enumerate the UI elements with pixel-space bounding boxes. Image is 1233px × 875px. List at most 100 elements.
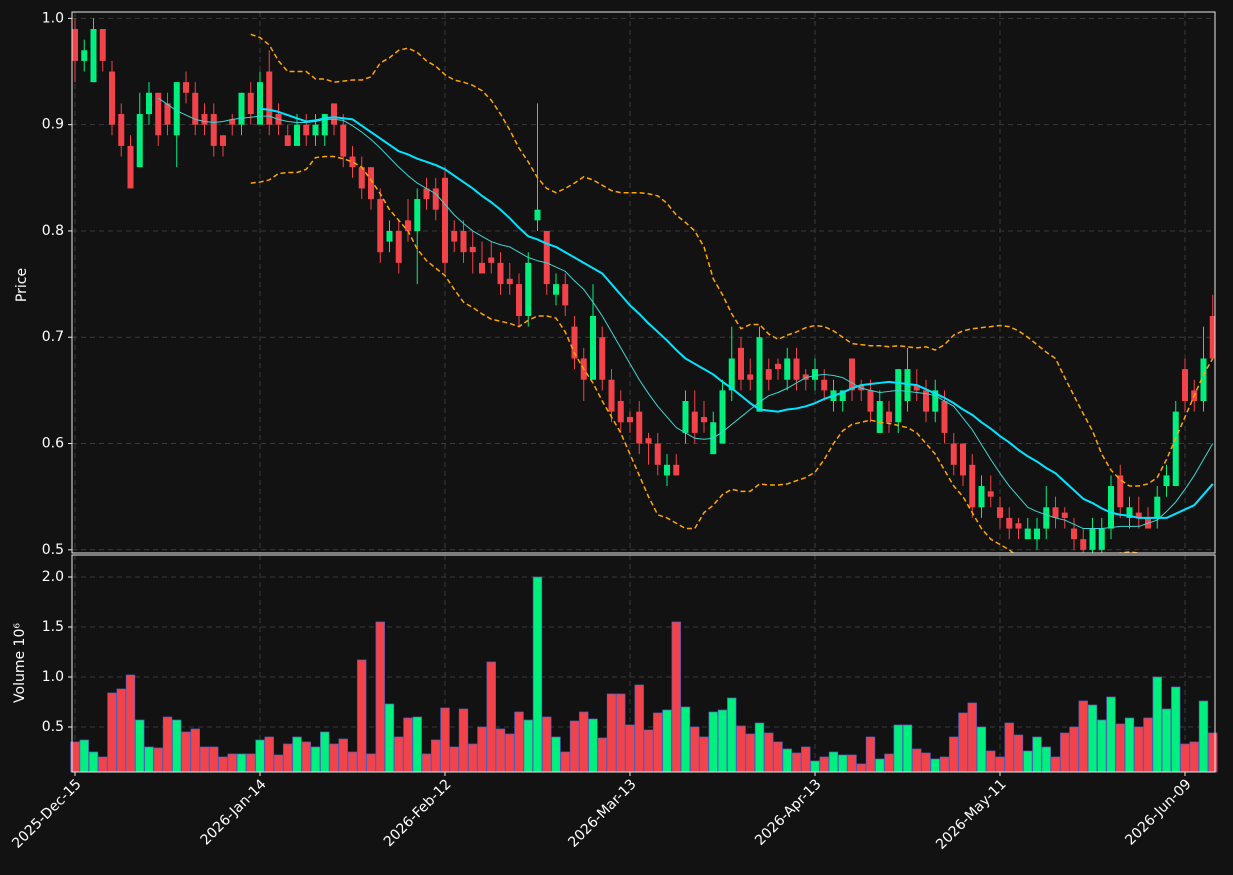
volume-bar: [514, 711, 524, 773]
candle-body: [257, 82, 263, 125]
volume-bar: [1041, 746, 1051, 773]
volume-bar: [1115, 723, 1125, 773]
candle-body: [886, 411, 892, 423]
volume-bar: [662, 709, 672, 773]
volume-bar: [838, 754, 848, 773]
candle-body: [765, 369, 772, 380]
y-tick-label: 1.0: [42, 669, 64, 685]
volume-bar: [736, 725, 746, 773]
candle-body: [691, 411, 698, 433]
volume-bar: [708, 711, 718, 773]
candle-body: [136, 114, 143, 168]
candle-body: [960, 443, 966, 476]
candle-body: [997, 507, 1003, 518]
candle-body: [229, 119, 236, 125]
volume-bar: [116, 688, 126, 773]
volume-bar: [801, 746, 811, 773]
volume-bar: [616, 693, 626, 773]
y-tick-label: 1.0: [42, 10, 64, 26]
candle-body: [1209, 315, 1215, 359]
candle-body: [321, 114, 328, 136]
candle-body: [1006, 517, 1013, 529]
candle-body: [867, 390, 874, 412]
candle-body: [155, 92, 162, 136]
volume-bar: [597, 737, 607, 773]
volume-bar: [495, 728, 506, 773]
volume-bar: [1189, 741, 1199, 773]
volume-bar: [921, 752, 931, 773]
volume-bar: [301, 741, 311, 773]
candle-body: [183, 82, 189, 93]
volume-bar: [449, 746, 459, 773]
price-axis-label: Price: [14, 268, 30, 302]
volume-bar: [394, 736, 404, 773]
volume-bar: [625, 724, 635, 773]
volume-bar: [384, 703, 395, 773]
volume-bar: [727, 697, 737, 773]
candle-body: [1163, 475, 1170, 487]
volume-bar: [902, 724, 913, 773]
volume-bar: [199, 746, 210, 773]
volume-bar: [579, 711, 589, 773]
volume-bar: [153, 747, 163, 773]
candle-body: [266, 71, 273, 125]
volume-bar: [1087, 704, 1098, 773]
volume-bar: [1050, 756, 1061, 773]
candle-body: [99, 29, 106, 61]
volume-bar: [976, 726, 987, 773]
candle-body: [238, 92, 245, 125]
volume-bar: [523, 719, 533, 773]
candle-body: [738, 347, 744, 380]
y-tick-label: 0.8: [42, 223, 64, 239]
candle-body: [469, 246, 476, 253]
volume-bar: [125, 674, 136, 773]
candle-body: [1172, 411, 1179, 487]
volume-bar: [560, 751, 570, 773]
candle-body: [969, 464, 976, 508]
candle-body: [442, 177, 448, 263]
candle-body: [1071, 528, 1077, 540]
candle-body: [358, 167, 365, 189]
volume-bar: [1004, 722, 1014, 773]
volume-bar: [754, 722, 765, 773]
volume-bar: [440, 707, 450, 773]
candle-body: [950, 443, 957, 465]
volume-bar: [643, 729, 654, 773]
volume-bar: [79, 739, 89, 773]
y-tick-label: 0.7: [42, 329, 64, 345]
volume-bar: [357, 659, 367, 773]
candle-body: [377, 199, 384, 253]
volume-bar: [875, 758, 885, 773]
candle-body: [802, 374, 809, 380]
candle-body: [562, 284, 569, 306]
volume-bar: [431, 739, 441, 773]
volume-bar: [569, 720, 580, 773]
indicator-line: [250, 33, 1214, 487]
candle-body: [849, 358, 855, 391]
candle-body: [81, 50, 88, 61]
candle-body: [331, 103, 337, 125]
panel-frame: [71, 11, 1216, 554]
volume-bar: [764, 732, 774, 773]
candle-body: [423, 188, 430, 200]
volume-bar: [172, 719, 182, 773]
candle-body: [553, 284, 559, 295]
volume-bar: [1078, 700, 1088, 773]
candle-body: [821, 379, 828, 391]
candle-body: [173, 82, 180, 136]
volume-bar: [329, 743, 339, 773]
volume-bar: [505, 733, 515, 773]
volume-bar: [1060, 732, 1070, 773]
candle-body: [127, 145, 134, 189]
volume-bar: [468, 743, 478, 773]
volume-bar: [1152, 676, 1162, 773]
volume-bar: [1013, 734, 1024, 773]
volume-bar: [338, 738, 348, 773]
volume-bar: [292, 736, 302, 773]
volume-bar: [320, 731, 330, 773]
candle-body: [1135, 512, 1142, 518]
candle-body: [876, 401, 883, 433]
volume-bar: [1097, 719, 1107, 773]
volume-bar: [939, 756, 950, 773]
candle-body: [386, 230, 393, 242]
